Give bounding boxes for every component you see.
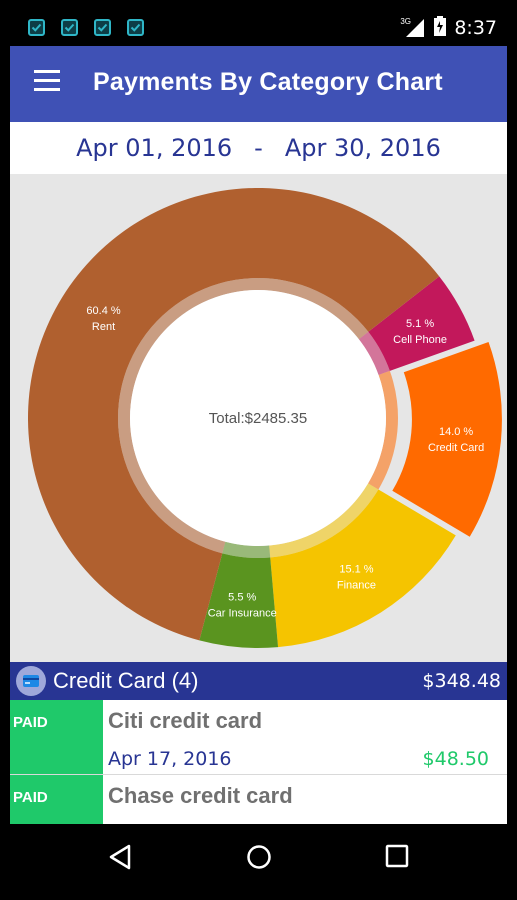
clock: 8:37 <box>454 17 497 39</box>
list-item[interactable]: PAID Chase credit card <box>10 775 507 826</box>
inner-ring-cell-phone <box>358 331 390 375</box>
slice-percent-label: 5.5 % <box>228 591 256 603</box>
slice-car-insurance[interactable] <box>199 553 279 648</box>
slice-category-label: Cell Phone <box>393 334 447 346</box>
category-amount: $348.48 <box>422 670 501 692</box>
chart-total-label: Total:$2485.35 <box>209 410 307 427</box>
slice-category-label: Car Insurance <box>208 607 277 619</box>
date-range[interactable]: Apr 01, 2016 - Apr 30, 2016 <box>10 122 507 174</box>
hamburger-menu-icon[interactable] <box>34 70 62 94</box>
slice-finance[interactable] <box>270 489 456 648</box>
status-label: PAID <box>13 789 48 806</box>
recents-icon[interactable] <box>385 844 409 873</box>
slice-category-label: Rent <box>92 321 115 333</box>
inner-ring-credit-card <box>368 370 398 490</box>
credit-card-icon <box>16 666 46 696</box>
list-item[interactable]: PAID Citi credit card Apr 17, 2016 $48.5… <box>10 700 507 775</box>
slice-percent-label: 14.0 % <box>439 426 473 438</box>
app-bar: Payments By Category Chart <box>10 46 507 122</box>
status-label: PAID <box>13 714 48 731</box>
slice-category-label: Finance <box>337 580 376 592</box>
payment-list: PAID Citi credit card Apr 17, 2016 $48.5… <box>10 700 507 826</box>
status-badge: PAID <box>10 700 103 774</box>
start-date[interactable]: Apr 01, 2016 <box>76 134 233 162</box>
check-box-icon <box>28 19 45 36</box>
check-box-icon <box>94 19 111 36</box>
category-name: Credit Card (4) <box>53 668 199 693</box>
payment-name: Citi credit card <box>108 708 263 733</box>
payment-name: Chase credit card <box>108 783 293 808</box>
donut-hole <box>130 290 386 546</box>
date-separator: - <box>254 134 263 162</box>
end-date[interactable]: Apr 30, 2016 <box>284 134 441 162</box>
navigation-bar <box>10 824 507 890</box>
slice-percent-label: 5.1 % <box>406 318 434 330</box>
slice-cell-phone[interactable] <box>368 276 475 371</box>
app-title: Payments By Category Chart <box>93 68 443 96</box>
category-header[interactable]: Credit Card (4) $348.48 <box>10 662 507 700</box>
slice-credit-card[interactable] <box>392 341 502 537</box>
check-box-icon <box>127 19 144 36</box>
payment-date: Apr 17, 2016 <box>108 748 232 770</box>
inner-ring-car-insurance <box>222 541 271 558</box>
app-screen: 3G 8:37 Payments By Category Chart Apr 0… <box>10 10 507 890</box>
status-badge: PAID <box>10 775 103 825</box>
signal-icon: 3G <box>400 17 426 38</box>
check-box-icon <box>61 19 78 36</box>
slice-percent-label: 15.1 % <box>339 564 373 576</box>
slice-rent[interactable] <box>27 187 440 641</box>
battery-icon <box>434 15 447 41</box>
status-indicators: 3G 8:37 <box>400 10 497 46</box>
donut-chart[interactable]: 5.1 % Cell Phone 14.0 % Credit Card 15.1 % Fi… <box>10 174 507 662</box>
network-type-label: 3G <box>400 17 411 26</box>
status-bar: 3G 8:37 <box>10 10 507 46</box>
slice-category-label: Credit Card <box>428 442 484 454</box>
back-icon[interactable] <box>108 844 132 875</box>
slice-percent-label: 60.4 % <box>86 305 120 317</box>
payment-amount: $48.50 <box>422 748 489 770</box>
inner-ring-finance <box>269 483 379 558</box>
home-icon[interactable] <box>246 844 272 875</box>
